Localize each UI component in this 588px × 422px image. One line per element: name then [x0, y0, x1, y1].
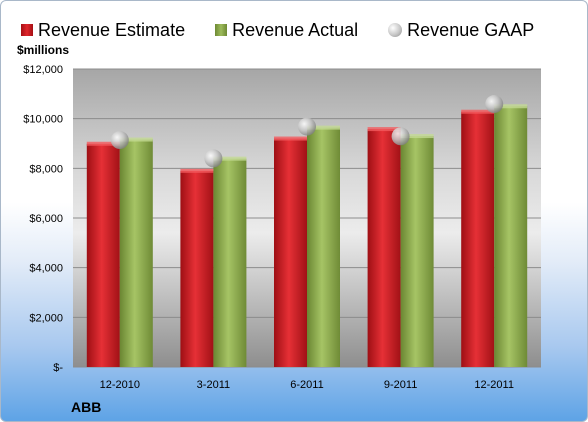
legend-swatch-estimate: [21, 24, 33, 36]
marker-revenue-gaap: [298, 117, 316, 136]
bar-revenue-estimate-cap: [274, 136, 307, 141]
bars: [86, 95, 528, 368]
x-tick-label: 12-2011: [474, 379, 514, 391]
bar-revenue-estimate: [367, 129, 401, 367]
legend-label-estimate: Revenue Estimate: [38, 19, 186, 40]
bar-revenue-actual-cap: [307, 125, 340, 130]
bar-revenue-actual: [400, 136, 434, 367]
legend-item-gaap: Revenue GAAP: [388, 20, 534, 41]
x-tick-label: 12-2010: [100, 379, 140, 391]
bar-revenue-actual: [119, 139, 153, 367]
bar-revenue-estimate-cap: [461, 109, 495, 114]
legend-swatch-actual: [215, 24, 228, 36]
legend-swatch-gaap: [388, 23, 403, 37]
legend-item-estimate: Revenue Estimate: [21, 20, 185, 41]
legend-item-actual: Revenue Actual: [215, 20, 358, 41]
legend-label-gaap: Revenue GAAP: [407, 19, 535, 40]
bar-revenue-actual-cap: [213, 156, 247, 161]
marker-revenue-gaap: [485, 95, 504, 114]
x-tick-label: 9-2011: [384, 379, 417, 391]
bar-revenue-actual: [494, 106, 528, 367]
bar-revenue-estimate: [180, 170, 214, 367]
x-tick-label: 6-2011: [290, 379, 323, 391]
bar-revenue-estimate-cap: [180, 168, 214, 173]
y-tick-label: $10,000: [23, 114, 63, 126]
y-tick-label: $-: [53, 362, 63, 374]
legend: Revenue Estimate Revenue Actual Revenue …: [21, 18, 577, 42]
bar-revenue-actual: [307, 127, 340, 368]
marker-revenue-gaap: [110, 131, 129, 150]
y-tick-label: $12,000: [23, 64, 63, 76]
y-axis-ticks: $- $2,000 $4,000 $6,000 $8,000 $10,000 $12,000: [23, 64, 63, 374]
bar-revenue-actual-cap: [494, 104, 528, 109]
marker-revenue-gaap: [391, 127, 410, 146]
y-axis-unit-label: $millions: [17, 43, 70, 57]
bar-revenue-actual-cap: [119, 137, 153, 142]
company-label: ABB: [71, 399, 102, 415]
y-tick-label: $6,000: [29, 213, 63, 225]
bar-revenue-actual: [213, 158, 247, 367]
bar-revenue-actual-cap: [400, 134, 434, 139]
x-axis-ticks: 12-2010 3-2011 6-2011 9-2011 12-2011: [100, 379, 514, 391]
bar-revenue-estimate: [461, 111, 495, 367]
bar-revenue-estimate: [86, 143, 120, 367]
y-tick-label: $2,000: [29, 312, 63, 324]
legend-label-actual: Revenue Actual: [232, 19, 359, 40]
y-tick-label: $8,000: [29, 163, 63, 175]
bar-revenue-estimate-cap: [367, 127, 401, 132]
x-tick-label: 3-2011: [197, 379, 230, 391]
bar-revenue-estimate: [274, 138, 307, 367]
y-tick-label: $4,000: [29, 263, 63, 275]
marker-revenue-gaap: [204, 149, 223, 168]
bar-revenue-estimate-cap: [86, 141, 120, 146]
